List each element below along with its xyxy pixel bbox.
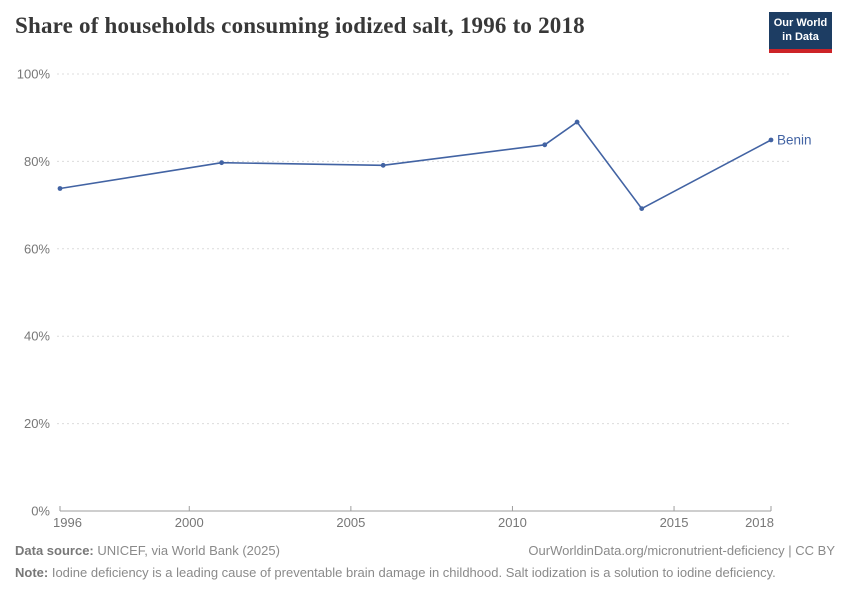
y-axis-tick-label: 20%: [24, 416, 50, 431]
y-axis-tick-label: 60%: [24, 241, 50, 256]
data-source-label: Data source:: [15, 543, 94, 558]
footer-links: OurWorldinData.org/micronutrient-deficie…: [528, 542, 835, 559]
footer-separator: |: [784, 543, 796, 558]
note-label: Note:: [15, 565, 49, 580]
x-axis-tick-label: 2015: [660, 515, 689, 530]
x-axis-tick-label: 2000: [175, 515, 204, 530]
x-axis-tick-label: 2005: [336, 515, 365, 530]
license-link[interactable]: CC BY: [795, 543, 835, 558]
owid-logo[interactable]: Our World in Data: [769, 12, 832, 53]
y-axis-tick-label: 0%: [31, 504, 50, 519]
series-end-label[interactable]: Benin: [777, 132, 812, 147]
y-axis-tick-label: 80%: [24, 154, 50, 169]
data-source-line: Data source: UNICEF, via World Bank (202…: [15, 542, 280, 559]
y-axis-tick-label: 40%: [24, 329, 50, 344]
chart-footer: Data source: UNICEF, via World Bank (202…: [15, 542, 835, 581]
note-line: Note: Iodine deficiency is a leading cau…: [15, 564, 835, 581]
data-point-benin-2006[interactable]: [380, 162, 386, 168]
y-axis-tick-label: 100%: [17, 67, 51, 82]
data-point-benin-2011[interactable]: [542, 142, 548, 148]
series-line-benin[interactable]: [59, 121, 772, 210]
data-source-text: UNICEF, via World Bank (2025): [93, 543, 280, 558]
x-axis-tick-label: 2018: [745, 515, 774, 530]
data-point-benin-2014[interactable]: [639, 206, 645, 211]
data-point-benin-1996[interactable]: [57, 186, 63, 191]
x-axis-tick-label: 2010: [498, 515, 527, 530]
logo-line2: in Data: [782, 30, 819, 43]
note-text: Iodine deficiency is a leading cause of …: [48, 565, 776, 580]
data-point-benin-2012[interactable]: [574, 119, 580, 125]
owid-url-link[interactable]: OurWorldinData.org/micronutrient-deficie…: [528, 543, 785, 558]
x-axis-tick-label: 1996: [53, 515, 82, 530]
logo-line1: Our World: [773, 17, 828, 29]
chart-svg[interactable]: 0% 20% 40% 60% 80% 100% 1996 2000 2005 2010 2015 20…: [0, 60, 850, 538]
data-point-benin-2018[interactable]: [768, 137, 774, 143]
chart-title: Share of households consuming iodized sa…: [15, 13, 585, 38]
data-point-benin-2001[interactable]: [219, 160, 224, 166]
